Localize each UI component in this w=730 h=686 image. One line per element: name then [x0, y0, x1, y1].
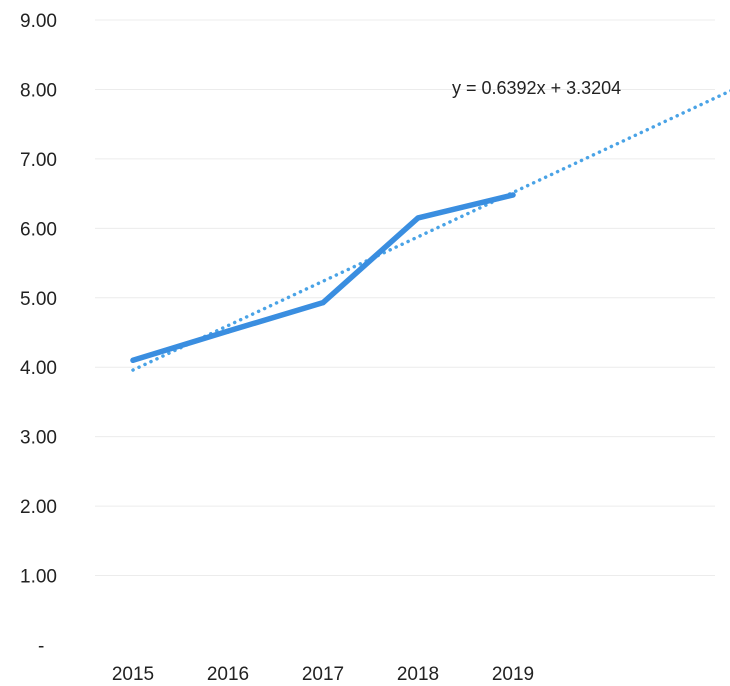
- x-tick-label: 2015: [112, 664, 154, 685]
- x-tick-label: 2018: [397, 664, 439, 685]
- y-tick-label: 8.00: [20, 80, 57, 101]
- y-tick-label: 9.00: [20, 11, 57, 32]
- series: [130, 192, 516, 364]
- x-tick-label: 2016: [207, 664, 249, 685]
- gridlines: [95, 19, 715, 577]
- y-tick-label: 1.00: [20, 567, 57, 588]
- y-tick-label: 2.00: [20, 497, 57, 518]
- y-axis: - 1.00 2.00 3.00 4.00 5.00 6.00 7.00 8.00 9.00: [20, 11, 57, 657]
- x-tick-label: 2017: [302, 664, 344, 685]
- data-point: [510, 192, 516, 198]
- y-tick-label: 6.00: [20, 219, 57, 240]
- trendline-path: [131, 89, 730, 372]
- x-axis: 2015 2016 2017 2018 2019: [112, 664, 534, 685]
- trendline-equation: y = 0.6392x + 3.3204: [452, 78, 621, 98]
- y-tick-label: 5.00: [20, 289, 57, 310]
- trendline: [131, 89, 730, 372]
- y-tick-label: 4.00: [20, 358, 57, 379]
- y-tick-label: 3.00: [20, 428, 57, 449]
- data-point: [320, 300, 326, 306]
- data-point: [225, 328, 231, 334]
- data-point: [130, 357, 136, 363]
- y-tick-label: 7.00: [20, 150, 57, 171]
- data-point: [415, 215, 421, 221]
- x-tick-label: 2019: [492, 664, 534, 685]
- y-tick-label: -: [38, 636, 44, 657]
